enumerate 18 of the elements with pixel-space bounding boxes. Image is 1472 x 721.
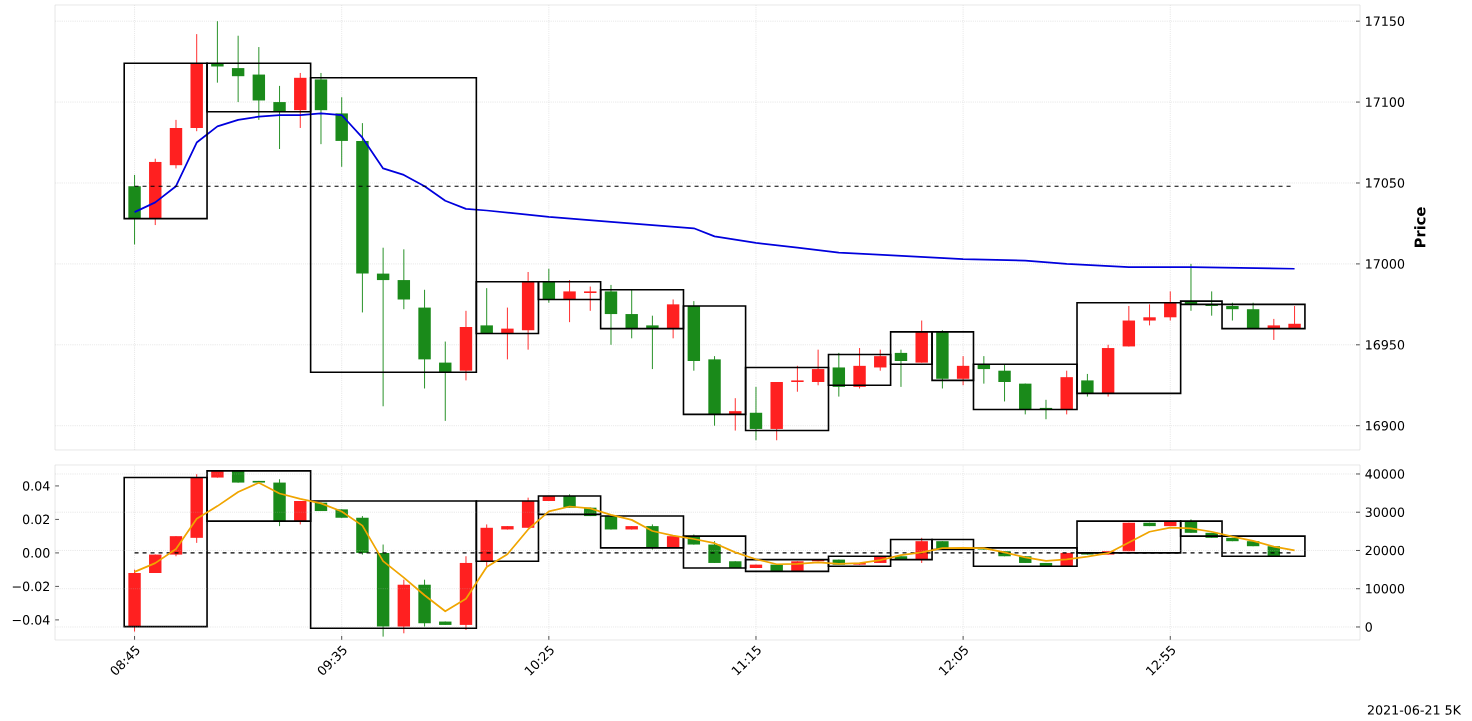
y-tick-label: 17000 <box>1366 259 1405 269</box>
y-tick-label: 17150 <box>1366 16 1405 26</box>
y-tick-label: 0.04 <box>22 481 50 491</box>
y-tick-label: 0.00 <box>22 548 50 558</box>
y2-tick-label: 30000 <box>1365 507 1405 518</box>
y-tick-label: 16950 <box>1366 340 1405 350</box>
y2-tick-label: 0 <box>1365 622 1372 632</box>
y-tick-label: 16900 <box>1366 420 1405 431</box>
y2-tick-label: 40000 <box>1365 469 1405 479</box>
y-axis-title: Price <box>1414 207 1426 247</box>
y-tick-label: 17050 <box>1366 178 1405 188</box>
y-tick-label: −0.04 <box>12 615 50 625</box>
text: 2021-06-21 5K <box>1367 705 1462 715</box>
y2-tick-label: 20000 <box>1365 545 1405 556</box>
y-tick-label: 0.02 <box>22 514 50 525</box>
y2-tick-label: 10000 <box>1366 583 1405 594</box>
y-tick-label: 17100 <box>1366 97 1405 107</box>
y-tick-label: −0.02 <box>12 581 50 592</box>
